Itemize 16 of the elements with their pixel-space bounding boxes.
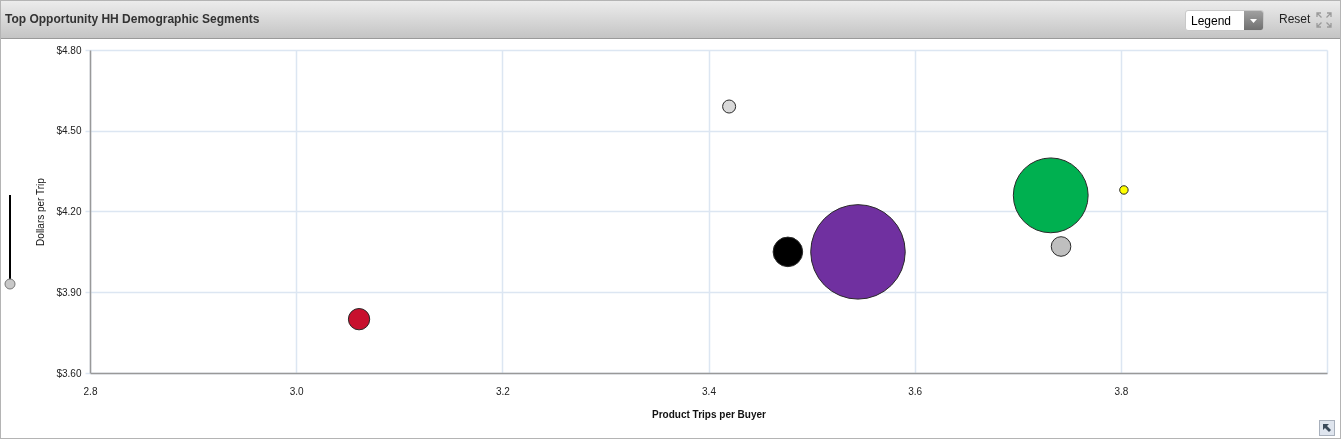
y-tick-label: $4.80 [56, 44, 82, 56]
x-tick-label: 3.8 [1114, 385, 1129, 397]
x-tick-label: 3.2 [495, 385, 511, 397]
x-tick-label: 2.8 [83, 385, 98, 397]
y-tick-label: $3.60 [56, 367, 82, 379]
reset-label: Reset [1279, 12, 1311, 26]
x-tick-label: 3.4 [702, 385, 717, 397]
y-tick-label: $4.50 [56, 125, 82, 137]
x-tick-label: 3.6 [908, 385, 923, 397]
y-tick-label: $4.20 [56, 206, 82, 217]
dropdown: Legend [1185, 10, 1264, 31]
y-tick-label: $3.90 [56, 286, 82, 298]
chart-title: Top Opportunity HH Demographic Segments [5, 12, 260, 26]
y-axis-title: Dollars per Trip [35, 177, 47, 246]
x-axis-title: Product Trips per Buyer [652, 408, 767, 420]
x-tick-label: 3.0 [289, 385, 305, 397]
